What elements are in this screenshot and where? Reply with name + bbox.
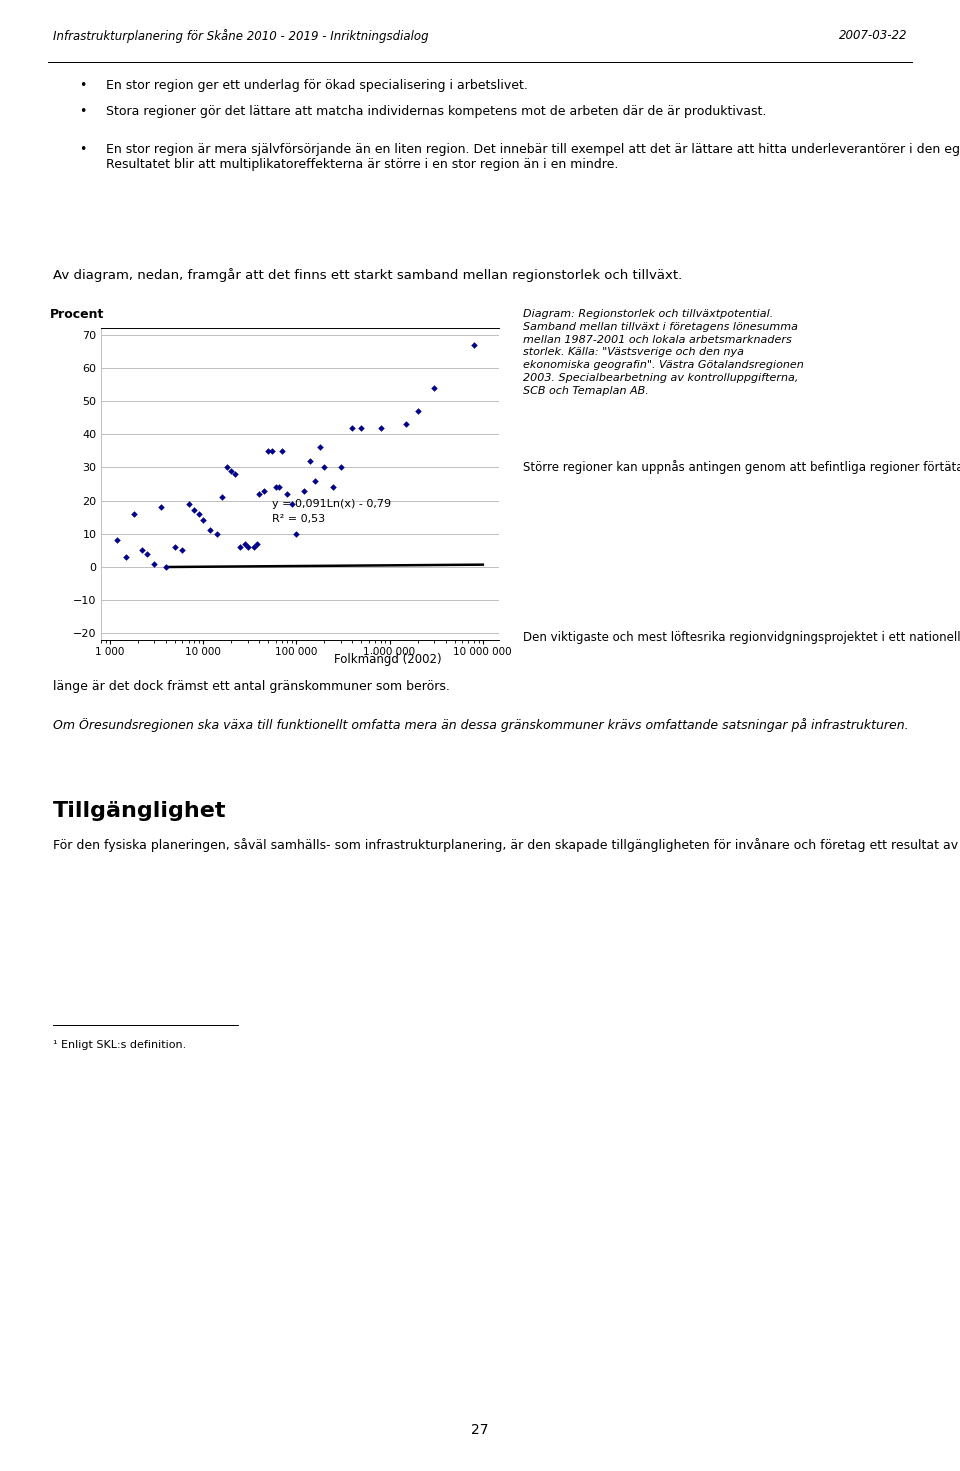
Point xyxy=(264,438,279,462)
Text: ¹ Enligt SKL:s definition.: ¹ Enligt SKL:s definition. xyxy=(53,1040,186,1050)
Text: Stora regioner gör det lättare att matcha individernas kompetens mot de arbeten : Stora regioner gör det lättare att match… xyxy=(106,104,766,118)
Point xyxy=(240,535,255,559)
Point xyxy=(153,496,168,519)
Point xyxy=(275,438,290,462)
Text: R² = 0,53: R² = 0,53 xyxy=(272,513,325,524)
Text: Den viktigaste och mest löftesrika regionvidgningsprojektet i ett nationellt per: Den viktigaste och mest löftesrika regio… xyxy=(523,631,960,644)
Point xyxy=(252,482,267,506)
Point xyxy=(325,475,341,499)
Text: 2007-03-22: 2007-03-22 xyxy=(839,29,907,43)
Point xyxy=(203,519,218,543)
Text: •: • xyxy=(80,144,86,156)
Point xyxy=(232,535,248,559)
Text: En stor region ger ett underlag för ökad specialisering i arbetslivet.: En stor region ger ett underlag för ökad… xyxy=(106,79,528,93)
Point xyxy=(250,533,265,556)
Point xyxy=(312,435,327,459)
Point xyxy=(167,535,182,559)
Point xyxy=(466,332,481,356)
Text: Större regioner kan uppnås antingen genom att befintliga regioner förtätas eller: Större regioner kan uppnås antingen geno… xyxy=(523,460,960,474)
Point xyxy=(237,533,252,556)
Point xyxy=(109,528,125,552)
Point xyxy=(260,438,276,462)
Point xyxy=(209,522,225,546)
Point xyxy=(279,482,295,506)
Text: Infrastrukturplanering för Skåne 2010 - 2019 - Inriktningsdialog: Infrastrukturplanering för Skåne 2010 - … xyxy=(53,29,428,43)
Point xyxy=(410,399,425,422)
Text: Tillgänglighet: Tillgänglighet xyxy=(53,800,227,821)
Point xyxy=(268,475,283,499)
Point xyxy=(186,499,202,522)
Point xyxy=(271,475,286,499)
Point xyxy=(228,462,243,485)
Point xyxy=(284,493,300,516)
Point xyxy=(302,449,318,472)
Point xyxy=(224,459,239,482)
Point xyxy=(191,502,206,525)
Point xyxy=(134,538,150,562)
Text: För den fysiska planeringen, såväl samhälls- som infrastrukturplanering, är den : För den fysiska planeringen, såväl samhä… xyxy=(53,838,960,852)
Point xyxy=(214,485,229,509)
Text: Om Öresundsregionen ska växa till funktionellt omfatta mera än dessa gränskommun: Om Öresundsregionen ska växa till funkti… xyxy=(53,718,908,731)
Point xyxy=(119,546,134,569)
Point xyxy=(354,416,370,440)
Point xyxy=(317,456,332,480)
Point xyxy=(398,412,414,435)
Text: En stor region är mera självförsörjande än en liten region. Det innebär till exe: En stor region är mera självförsörjande … xyxy=(106,144,960,172)
Point xyxy=(372,416,388,440)
Text: länge är det dock främst ett antal gränskommuner som berörs.: länge är det dock främst ett antal gräns… xyxy=(53,680,454,693)
Point xyxy=(219,456,234,480)
Point xyxy=(289,522,304,546)
Point xyxy=(147,552,162,575)
Point xyxy=(256,480,272,503)
Point xyxy=(307,469,323,493)
Point xyxy=(426,377,442,400)
Text: Av diagram, nedan, framgår att det finns ett starkt samband mellan regionstorlek: Av diagram, nedan, framgår att det finns… xyxy=(53,268,682,281)
Point xyxy=(196,509,211,533)
Text: 27: 27 xyxy=(471,1422,489,1437)
Point xyxy=(296,480,311,503)
Point xyxy=(158,555,174,578)
Text: Procent: Procent xyxy=(50,307,105,321)
Text: •: • xyxy=(80,79,86,93)
Point xyxy=(345,416,360,440)
Point xyxy=(180,493,196,516)
Point xyxy=(139,541,155,565)
Point xyxy=(126,502,141,525)
Point xyxy=(246,535,261,559)
Text: y = 0,091Ln(x) - 0,79: y = 0,091Ln(x) - 0,79 xyxy=(272,499,392,509)
Text: •: • xyxy=(80,104,86,118)
Text: Folkmängd (2002): Folkmängd (2002) xyxy=(334,653,442,665)
Point xyxy=(175,538,190,562)
Text: Diagram: Regionstorlek och tillväxtpotential.
Samband mellan tillväxt i företage: Diagram: Regionstorlek och tillväxtpoten… xyxy=(523,309,804,396)
Point xyxy=(333,456,348,480)
